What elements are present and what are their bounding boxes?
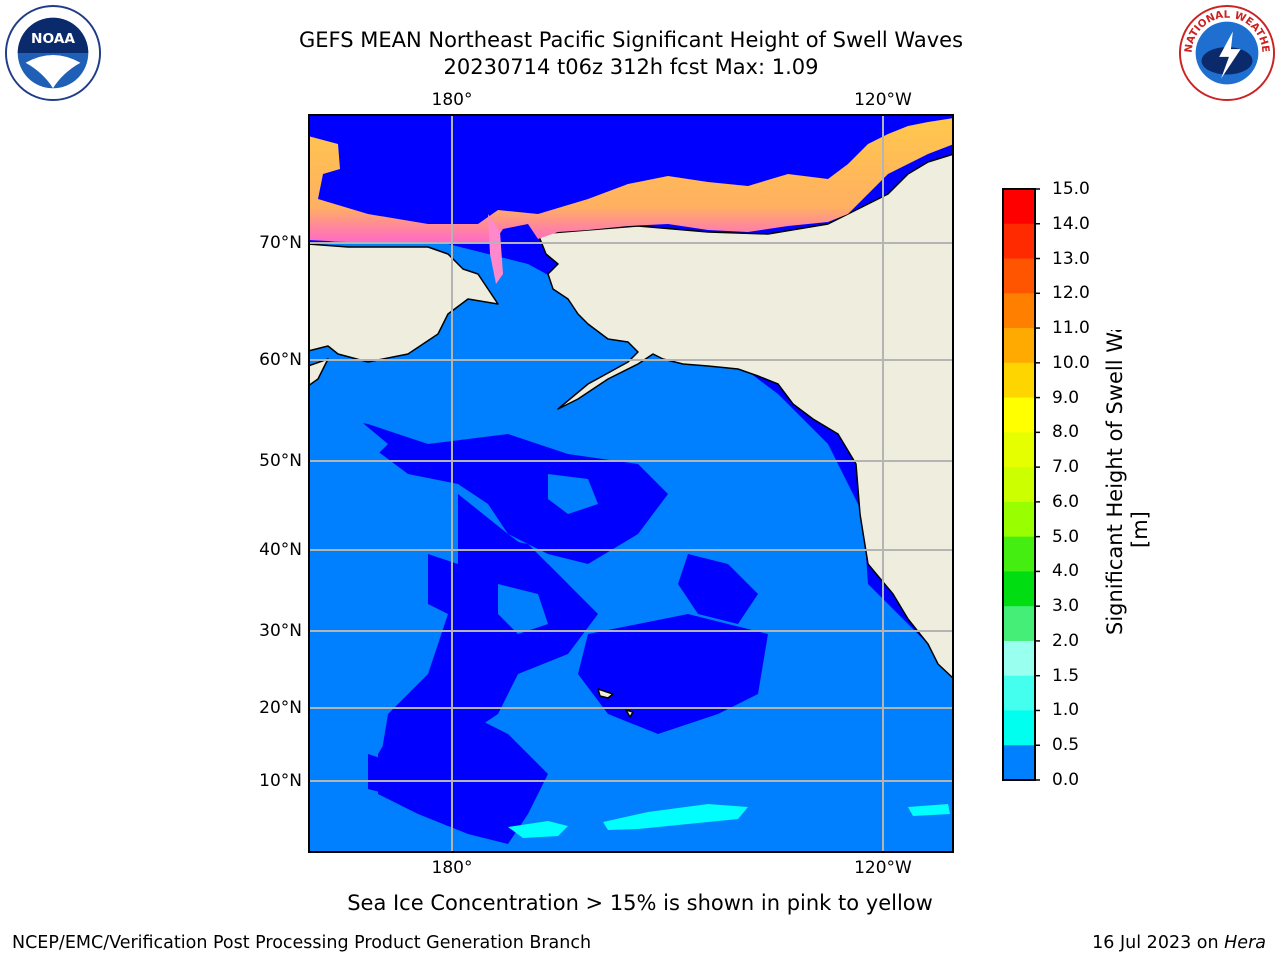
- ocean-swell-05-10-patches: [308, 414, 598, 634]
- colorbar-tick-label: 13.0: [1052, 248, 1090, 269]
- lat-tick-50n: 50°N: [259, 451, 302, 471]
- colorbar-tick-label: 11.0: [1052, 318, 1090, 339]
- colorbar-segment: [1003, 606, 1035, 642]
- colorbar-tick-label: 3.0: [1052, 596, 1080, 617]
- colorbar-label-line2: [m]: [1128, 511, 1152, 548]
- colorbar-tick-label: 7.0: [1052, 457, 1080, 478]
- map-frame: [308, 114, 954, 853]
- sea-ice-band: [308, 118, 954, 284]
- colorbar: [1002, 188, 1040, 781]
- colorbar-tick-label: 1.5: [1052, 665, 1080, 686]
- colorbar-tick-label: 10.0: [1052, 352, 1090, 373]
- colorbar-tick-label: 1.0: [1052, 700, 1080, 721]
- map-panel: [308, 114, 954, 853]
- lon-tick-bottom-180: 180°: [431, 858, 473, 878]
- colorbar-segment: [1003, 432, 1035, 468]
- lat-tick-30n: 30°N: [259, 621, 302, 641]
- lat-tick-40n: 40°N: [259, 540, 302, 560]
- colorbar-segment: [1003, 501, 1035, 538]
- land-masses: [308, 153, 954, 718]
- footer-organization: NCEP/EMC/Verification Post Processing Pr…: [12, 933, 592, 953]
- colorbar-segment: [1003, 710, 1035, 746]
- colorbar-segment: [1003, 223, 1035, 260]
- footer-date-text: 16 Jul 2023 on: [1092, 933, 1225, 953]
- colorbar-tick-label: 12.0: [1052, 283, 1090, 304]
- colorbar-tick-label: 14.0: [1052, 213, 1090, 234]
- colorbar-segment: [1003, 293, 1035, 329]
- colorbar-tick-label: 8.0: [1052, 422, 1080, 443]
- colorbar-tick-label: 6.0: [1052, 491, 1080, 512]
- colorbar-segment: [1003, 571, 1035, 607]
- lon-tick-top-120w: 120°W: [854, 90, 912, 110]
- map-gridlines: [308, 114, 954, 853]
- colorbar-label: Significant Height of Swell Waves [m]: [1103, 330, 1152, 635]
- ocean-swell-10-15: [508, 804, 950, 838]
- footer-date: 16 Jul 2023 on Hera: [1092, 933, 1266, 953]
- colorbar-segment: [1003, 258, 1035, 294]
- colorbar-segment: [1003, 467, 1035, 503]
- lat-tick-70n: 70°N: [259, 233, 302, 253]
- nws-logo: NATIONAL WEATHER SERVICE: [1178, 4, 1276, 102]
- colorbar-tick-label: 0.0: [1052, 770, 1080, 790]
- lon-tick-bottom-120w: 120°W: [854, 858, 912, 878]
- colorbar-segment: [1003, 675, 1035, 711]
- colorbar-segment: [1003, 397, 1035, 433]
- colorbar-segment: [1003, 745, 1035, 781]
- colorbar-segment: [1003, 189, 1035, 225]
- colorbar-segment: [1003, 536, 1035, 572]
- colorbar-label-line1: Significant Height of Swell Waves: [1103, 330, 1127, 635]
- colorbar-segment: [1003, 328, 1035, 364]
- lon-tick-top-180: 180°: [431, 90, 473, 110]
- colorbar-tick-label: 4.0: [1052, 561, 1080, 582]
- chart-subtitle: 20230714 t06z 312h fcst Max: 1.09: [443, 55, 819, 79]
- colorbar-tick-label: 0.5: [1052, 735, 1080, 756]
- noaa-logo-text: NOAA: [31, 31, 75, 47]
- colorbar-segment: [1003, 362, 1035, 399]
- sea-ice-caption: Sea Ice Concentration > 15% is shown in …: [347, 891, 933, 915]
- colorbar-tick-label: 15.0: [1052, 179, 1090, 199]
- footer-machine-name: Hera: [1224, 933, 1266, 953]
- lat-tick-10n: 10°N: [259, 771, 302, 791]
- colorbar-frame: [1002, 188, 1036, 781]
- lat-tick-60n: 60°N: [259, 350, 302, 370]
- chart-title: GEFS MEAN Northeast Pacific Significant …: [298, 28, 964, 52]
- colorbar-tick-label: 5.0: [1052, 526, 1080, 547]
- colorbar-segment: [1003, 640, 1035, 677]
- colorbar-tick-label: 2.0: [1052, 630, 1080, 651]
- lat-tick-20n: 20°N: [259, 698, 302, 718]
- noaa-logo: NOAA: [4, 4, 102, 102]
- colorbar-tick-label: 9.0: [1052, 387, 1080, 408]
